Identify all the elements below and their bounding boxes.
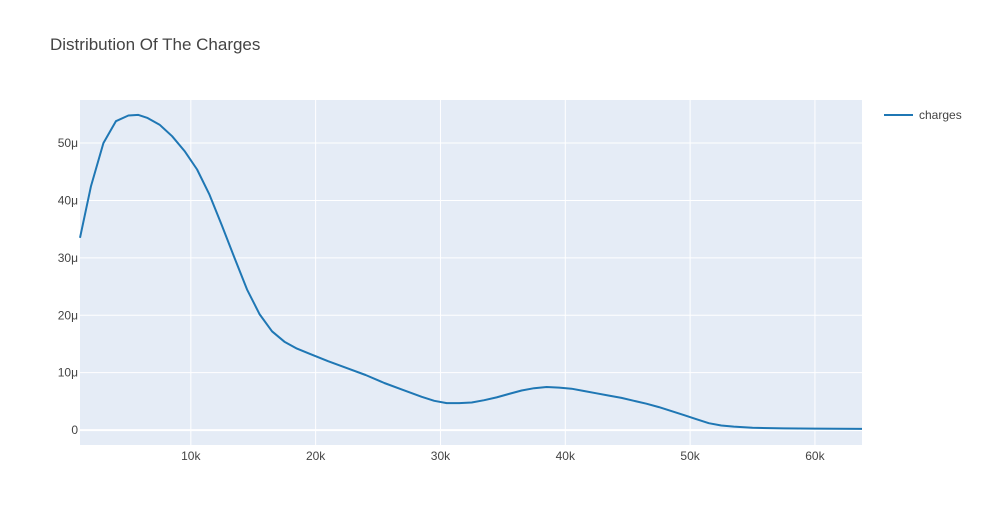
series-layer: [79, 113, 863, 430]
x-tick-label: 60k: [805, 449, 825, 463]
y-tick-label: 30μ: [58, 251, 78, 265]
plot-area: [80, 100, 862, 445]
x-axis-tick-labels: 10k 20k 30k 40k 50k 60k: [181, 449, 825, 463]
y-gridlines: [80, 142, 862, 432]
legend-label-charges[interactable]: charges: [919, 108, 962, 122]
y-axis-tick-labels: 0 10μ 20μ 30μ 40μ 50μ: [58, 136, 79, 437]
y-tick-label: 0: [71, 423, 78, 437]
x-tick-label: 50k: [680, 449, 700, 463]
x-gridlines: [190, 100, 816, 445]
x-tick-label: 30k: [431, 449, 451, 463]
x-tick-label: 40k: [556, 449, 576, 463]
y-tick-label: 50μ: [58, 136, 78, 150]
chart-title: Distribution Of The Charges: [50, 35, 260, 54]
legend[interactable]: charges: [884, 108, 962, 122]
y-tick-label: 40μ: [58, 193, 78, 207]
series-line-charges[interactable]: [79, 113, 863, 430]
x-tick-label: 20k: [306, 449, 326, 463]
y-tick-label: 20μ: [58, 308, 78, 322]
y-tick-label: 10μ: [58, 366, 78, 380]
x-tick-label: 10k: [181, 449, 201, 463]
